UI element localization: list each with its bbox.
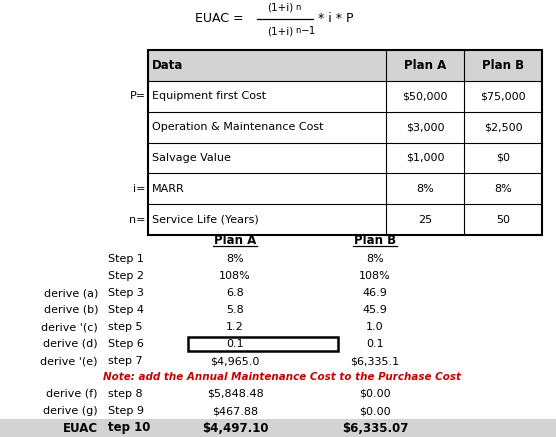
Text: $0.00: $0.00: [359, 389, 391, 399]
Text: $1,000: $1,000: [406, 153, 444, 163]
Text: Step 6: Step 6: [108, 339, 144, 349]
Text: 5.8: 5.8: [226, 305, 244, 315]
Text: Step 4: Step 4: [108, 305, 144, 315]
Text: $6,335.07: $6,335.07: [342, 422, 408, 434]
Text: n: n: [295, 3, 300, 12]
Text: Step 3: Step 3: [108, 288, 144, 298]
Text: 8%: 8%: [416, 184, 434, 194]
Text: Plan B: Plan B: [354, 233, 396, 246]
Text: $4,965.0: $4,965.0: [210, 356, 260, 366]
Text: $3,000: $3,000: [406, 122, 444, 132]
Text: (1+i): (1+i): [267, 2, 293, 12]
Text: Step 2: Step 2: [108, 271, 144, 281]
Text: Service Life (Years): Service Life (Years): [152, 215, 259, 225]
Text: Plan A: Plan A: [214, 233, 256, 246]
Text: Step 9: Step 9: [108, 406, 144, 416]
Text: tep 10: tep 10: [108, 422, 150, 434]
Text: P=: P=: [130, 91, 146, 101]
Text: EUAC =: EUAC =: [195, 13, 244, 25]
Text: derive (a): derive (a): [43, 288, 98, 298]
Text: n=: n=: [130, 215, 146, 225]
Bar: [148, 50, 542, 81]
Text: * i * P: * i * P: [318, 13, 354, 25]
Bar: [187, 337, 337, 351]
Text: 0.1: 0.1: [366, 339, 384, 349]
Text: Salvage Value: Salvage Value: [152, 153, 231, 163]
Text: 6.8: 6.8: [226, 288, 244, 298]
Text: $2,500: $2,500: [484, 122, 522, 132]
Text: Plan A: Plan A: [404, 59, 446, 72]
Bar: [148, 50, 542, 235]
Text: Step 1: Step 1: [108, 254, 144, 264]
Text: $0.00: $0.00: [359, 406, 391, 416]
Text: derive '(c): derive '(c): [41, 322, 98, 332]
Text: MARR: MARR: [152, 184, 185, 194]
Text: $0: $0: [496, 153, 510, 163]
Text: 108%: 108%: [359, 271, 391, 281]
Text: step 5: step 5: [108, 322, 142, 332]
Text: 45.9: 45.9: [363, 305, 388, 315]
Text: 1.2: 1.2: [226, 322, 244, 332]
Text: $467.88: $467.88: [212, 406, 258, 416]
Text: 0.1: 0.1: [226, 339, 244, 349]
Text: 0.1: 0.1: [226, 339, 244, 349]
Text: derive (b): derive (b): [43, 305, 98, 315]
Text: derive (g): derive (g): [43, 406, 98, 416]
Text: Equipment first Cost: Equipment first Cost: [152, 91, 266, 101]
Text: 8%: 8%: [366, 254, 384, 264]
Text: $50,000: $50,000: [402, 91, 448, 101]
Text: Data: Data: [152, 59, 183, 72]
Bar: [0, 419, 556, 437]
Text: 1.0: 1.0: [366, 322, 384, 332]
Text: Plan B: Plan B: [482, 59, 524, 72]
Text: derive (f): derive (f): [47, 389, 98, 399]
Text: 46.9: 46.9: [363, 288, 388, 298]
Text: 25: 25: [418, 215, 432, 225]
Text: $75,000: $75,000: [480, 91, 526, 101]
Text: −1: −1: [301, 26, 316, 36]
Text: Operation & Maintenance Cost: Operation & Maintenance Cost: [152, 122, 324, 132]
Text: 8%: 8%: [494, 184, 512, 194]
Text: 50: 50: [496, 215, 510, 225]
Text: $6,335.1: $6,335.1: [350, 356, 400, 366]
Text: 8%: 8%: [226, 254, 244, 264]
Text: EUAC: EUAC: [63, 422, 98, 434]
Text: step 8: step 8: [108, 389, 143, 399]
Text: 108%: 108%: [219, 271, 251, 281]
Text: derive (d): derive (d): [43, 339, 98, 349]
Text: $4,497.10: $4,497.10: [202, 422, 268, 434]
Text: i=: i=: [133, 184, 146, 194]
Text: Note: add the Annual Maintenance Cost to the Purchase Cost: Note: add the Annual Maintenance Cost to…: [103, 372, 461, 382]
Text: $5,848.48: $5,848.48: [207, 389, 264, 399]
Text: step 7: step 7: [108, 356, 143, 366]
Text: (1+i): (1+i): [267, 26, 293, 36]
Text: n: n: [295, 26, 300, 35]
Text: derive '(e): derive '(e): [41, 356, 98, 366]
